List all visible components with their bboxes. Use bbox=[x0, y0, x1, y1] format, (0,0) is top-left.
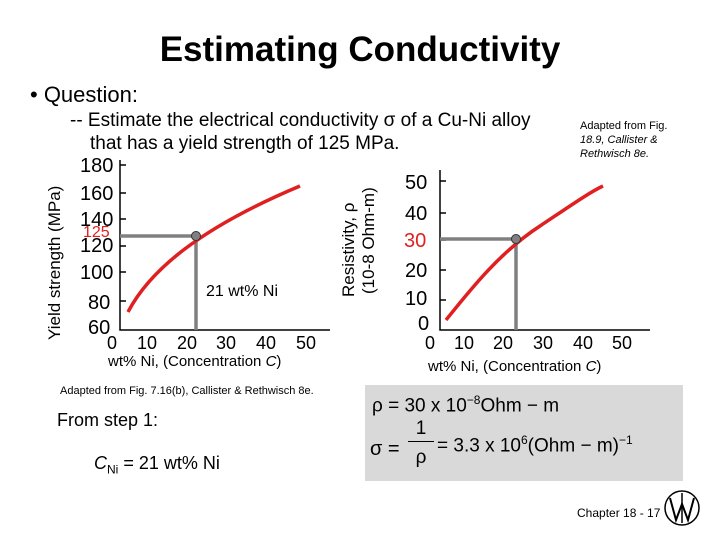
left-ytick: 80 bbox=[88, 292, 111, 314]
right-intersection-point bbox=[511, 234, 521, 244]
left-ytick: 60 bbox=[88, 317, 111, 339]
right-xtick: 20 bbox=[493, 333, 514, 353]
left-plot-guides bbox=[120, 234, 198, 330]
step-label: From step 1: bbox=[57, 410, 159, 430]
chapter-footer: Chapter 18 - 17 bbox=[577, 506, 661, 520]
right-y-axis-label-1: Resistivity, ρ bbox=[339, 202, 358, 297]
question-line-2: that has a yield strength of 125 MPa. bbox=[90, 133, 400, 154]
left-xtick: 0 bbox=[107, 333, 118, 353]
right-ytick: 0 bbox=[418, 313, 430, 335]
resistivity-curve bbox=[444, 184, 604, 322]
right-xtick: 30 bbox=[533, 333, 554, 353]
question-line-1: -- Estimate the electrical conductivity … bbox=[70, 110, 531, 131]
publisher-logo-icon bbox=[664, 490, 700, 526]
left-ytick: 140 bbox=[80, 209, 114, 231]
conductivity-formula-lhs: σ = bbox=[370, 438, 400, 460]
right-xtick: 0 bbox=[425, 333, 436, 353]
left-ytick: 160 bbox=[80, 183, 114, 205]
right-plot-axes bbox=[439, 170, 650, 331]
left-xtick: 40 bbox=[256, 333, 277, 353]
formula-box bbox=[365, 385, 683, 481]
left-xtick: 20 bbox=[177, 333, 198, 353]
left-ytick: 100 bbox=[80, 262, 114, 284]
right-xtick: 10 bbox=[454, 333, 475, 353]
source-note-left: Adapted from Fig. 7.16(b), Callister & R… bbox=[60, 385, 314, 397]
right-ytick-30: 30 bbox=[404, 230, 427, 252]
source-note-right: Adapted from Fig. 18.9, Callister & Reth… bbox=[580, 120, 668, 160]
right-ytick: 20 bbox=[405, 260, 428, 282]
yield-strength-curve bbox=[126, 184, 301, 313]
left-xtick: 10 bbox=[137, 333, 158, 353]
right-y-axis-label-2: (10-8 Ohm-m) bbox=[359, 187, 378, 294]
resistivity-formula: ρ = 30 x 10−8Ohm − m bbox=[372, 393, 560, 417]
right-x-axis-label: wt% Ni, (Concentration C) bbox=[428, 358, 602, 375]
slide-title: Estimating Conductivity bbox=[159, 30, 561, 69]
fraction-denominator: ρ bbox=[415, 447, 427, 468]
left-xtick: 50 bbox=[296, 333, 317, 353]
left-plot-axes bbox=[119, 160, 330, 331]
left-intersection-point bbox=[191, 231, 201, 241]
composition-result: CNi = 21 wt% Ni bbox=[94, 453, 220, 477]
right-xtick: 50 bbox=[612, 333, 633, 353]
right-ytick: 50 bbox=[405, 172, 428, 194]
fraction-numerator: 1 bbox=[415, 418, 427, 439]
right-plot-guides bbox=[440, 237, 518, 330]
right-ytick: 40 bbox=[405, 203, 428, 225]
left-ytick-125: 125 bbox=[83, 224, 110, 241]
left-ytick: 180 bbox=[80, 155, 114, 177]
right-ytick: 10 bbox=[405, 288, 428, 310]
left-x-axis-label: wt% Ni, (Concentration C) bbox=[108, 353, 282, 370]
right-xtick: 40 bbox=[573, 333, 594, 353]
composition-annotation: 21 wt% Ni bbox=[206, 283, 279, 300]
left-ytick: 120 bbox=[80, 235, 114, 257]
conductivity-formula-rhs: = 3.3 x 106(Ohm − m)−1 bbox=[437, 433, 633, 457]
question-bullet: • Question: bbox=[30, 82, 138, 107]
fraction-bar bbox=[408, 441, 434, 442]
left-xtick: 30 bbox=[216, 333, 237, 353]
